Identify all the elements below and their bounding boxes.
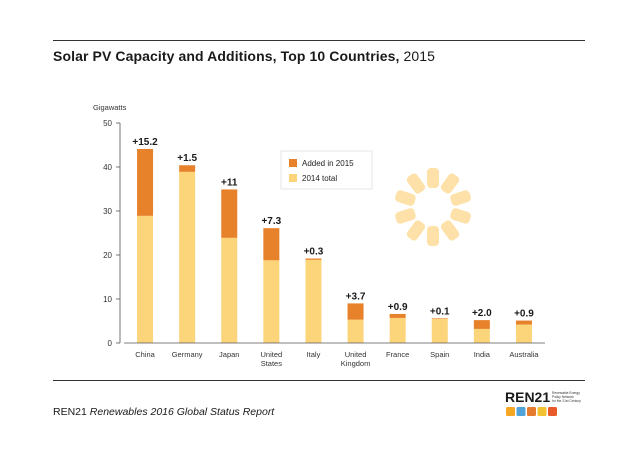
data-label: +7.3: [261, 216, 281, 227]
bars: [137, 148, 532, 343]
data-label: +0.9: [514, 309, 534, 320]
sun-petal: [440, 173, 460, 194]
y-tick-label: 20: [103, 251, 112, 260]
sun-petal: [440, 220, 460, 241]
bar-2014-total: [431, 318, 448, 343]
legend: Added in 2015 2014 total: [280, 150, 373, 190]
sun-petal: [427, 168, 439, 188]
bar-added-2015: [389, 313, 406, 318]
source-footer: REN21 Renewables 2016 Global Status Repo…: [53, 406, 274, 418]
title-year: 2015: [403, 48, 436, 64]
sun-petal: [395, 208, 416, 224]
bar-2014-total: [515, 324, 532, 343]
legend-label-added-2015: Added in 2015: [302, 159, 354, 168]
bar-added-2015: [347, 303, 364, 320]
sun-petal: [427, 226, 439, 246]
y-tick-label: 0: [108, 339, 113, 348]
x-tick-label: India: [474, 350, 491, 359]
wind-icon: [516, 407, 526, 416]
x-tick-label: Australia: [509, 350, 539, 359]
legend-label-2014-total: 2014 total: [302, 174, 337, 183]
bar-2014-total: [263, 260, 280, 343]
data-label: +1.5: [177, 153, 197, 164]
bar-added-2015: [473, 320, 490, 329]
y-axis: 0 10 20 30 40 50: [103, 119, 121, 348]
chart-title: Solar PV Capacity and Additions, Top 10 …: [53, 48, 435, 64]
bar-added-2015: [137, 148, 154, 216]
ren21-logo: REN21 Renewable Energy Policy Network fo…: [505, 389, 581, 416]
bar-2014-total: [137, 215, 154, 343]
sun-icon: [506, 407, 515, 416]
legend-box: [280, 150, 373, 190]
water-icon: [527, 407, 536, 416]
bar-chart: Gigawatts 0 10 20 30 40 50 China Germany Japan U…: [93, 103, 545, 368]
bar-2014-total: [179, 171, 196, 343]
x-tick-label: Kingdom: [341, 359, 371, 368]
logo-icon-row: [506, 407, 557, 416]
bar-added-2015: [221, 189, 238, 238]
x-tick-label: Germany: [172, 350, 203, 359]
footer-publication: Renewables 2016 Global Status Report: [89, 406, 275, 418]
bar-added-2015: [305, 258, 322, 260]
bar-2014-total: [347, 319, 364, 343]
legend-swatch-2014-total: [289, 174, 297, 182]
plot-area: Gigawatts 0 10 20 30 40 50 China Germany Japan U…: [93, 103, 545, 368]
bar-2014-total: [473, 328, 490, 343]
logo-wordmark: REN21: [505, 389, 550, 405]
data-label: +0.1: [430, 306, 450, 317]
y-tick-label: 10: [103, 295, 112, 304]
data-label: +11: [221, 177, 238, 188]
bar-2014-total: [221, 237, 238, 343]
sun-decoration: [395, 168, 471, 246]
x-tick-label: China: [135, 350, 155, 359]
data-label: +0.3: [304, 247, 324, 258]
y-axis-label: Gigawatts: [93, 103, 127, 112]
x-tick-label: United: [345, 350, 367, 359]
x-tick-label: France: [386, 350, 409, 359]
bar-2014-total: [305, 259, 322, 343]
sun-petal: [406, 173, 426, 194]
flame-icon: [548, 407, 557, 416]
x-tick-label: United: [261, 350, 283, 359]
sun-petal: [450, 190, 471, 206]
footer-rule: [53, 380, 585, 381]
sun-petal: [450, 208, 471, 224]
x-tick-label: Japan: [219, 350, 239, 359]
bar-added-2015: [263, 228, 280, 261]
top-rule: [53, 40, 585, 41]
logo-tagline-3: for the 21st Century: [552, 399, 581, 403]
logo-tagline-1: Renewable Energy: [552, 391, 580, 395]
x-tick-label: Spain: [430, 350, 449, 359]
sun-petal: [406, 220, 426, 241]
data-label: +2.0: [472, 308, 492, 319]
legend-swatch-added-2015: [289, 159, 297, 167]
title-text: Solar PV Capacity and Additions, Top 10 …: [53, 48, 400, 64]
bar-added-2015: [431, 318, 448, 319]
y-tick-label: 50: [103, 119, 112, 128]
bar-2014-total: [389, 317, 406, 343]
data-label: +0.9: [388, 302, 408, 313]
y-tick-label: 30: [103, 207, 112, 216]
bar-added-2015: [515, 320, 532, 325]
bar-added-2015: [179, 165, 196, 172]
logo-tagline-2: Policy Network: [552, 395, 574, 399]
data-labels: +15.2 +1.5 +11 +7.3 +0.3 +3.7 +0.9 +0.1 +2.0 +0.9: [132, 137, 534, 320]
wave-icon: [537, 407, 547, 416]
footer-org: REN21: [53, 406, 87, 418]
data-label: +15.2: [132, 137, 158, 148]
y-tick-label: 40: [103, 163, 112, 172]
x-tick-label: Italy: [307, 350, 321, 359]
sun-petal: [395, 190, 416, 206]
data-label: +3.7: [346, 291, 366, 302]
x-tick-label: States: [261, 359, 283, 368]
